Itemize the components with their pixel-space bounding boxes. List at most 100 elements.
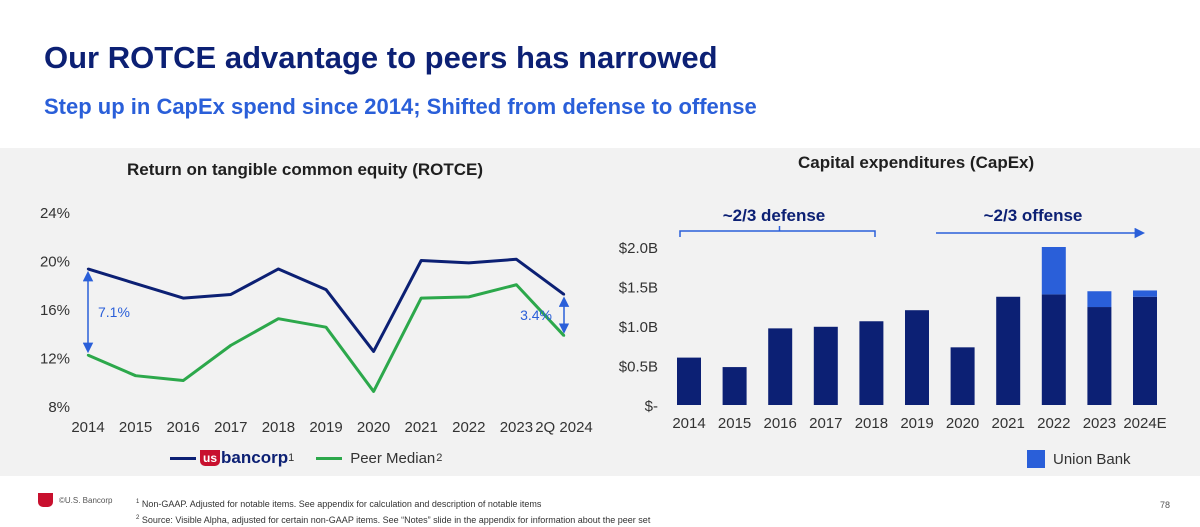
legend-union-bank-label: Union Bank (1053, 450, 1131, 468)
rotce-y-tick-label: 8% (48, 399, 70, 416)
rotce-data-point-usbancorp (420, 259, 423, 262)
rotce-data-point-peer-median (562, 334, 566, 337)
rotce-x-tick-label: 2017 (214, 419, 247, 436)
footnote-1: 1 Non-GAAP. Adjusted for notable items. … (136, 495, 650, 511)
rotce-legend: us bancorp 1 Peer Median 2 (170, 448, 442, 468)
footnote-2-text: Source: Visible Alpha, adjusted for cert… (141, 515, 651, 525)
capex-bar-usbancorp (768, 328, 793, 405)
capex-defense-bracket (679, 230, 876, 237)
rotce-data-point-peer-median (467, 295, 470, 299)
footnote-1-text: Non-GAAP. Adjusted for notable items. Se… (141, 499, 542, 509)
rotce-data-point-usbancorp (182, 296, 185, 300)
capex-bar-usbancorp (1041, 294, 1066, 405)
capex-y-tick-label: $2.0B (619, 240, 658, 257)
footnote-2-number: 2 (136, 515, 140, 521)
rotce-x-tick-label: 2020 (357, 419, 390, 436)
page-number: 78 (1159, 500, 1170, 510)
footer-brand: ©U.S. Bancorp (38, 493, 112, 507)
rotce-x-tick-label: 2021 (405, 419, 438, 436)
capex-bar-union-bank (1133, 290, 1157, 297)
capex-chart-title: Capital expenditures (CapEx) (798, 153, 1035, 172)
rotce-data-point-usbancorp (467, 261, 470, 265)
rotce-x-tick-label: 2014 (71, 419, 104, 436)
capex-bar-union-bank (1087, 291, 1112, 308)
capex-offense-label: ~2/3 offense (984, 206, 1083, 225)
rotce-data-point-usbancorp (134, 282, 137, 285)
rotce-data-point-usbancorp (229, 293, 232, 296)
rotce-data-point-usbancorp (562, 293, 566, 296)
rotce-x-tick-label: 2018 (262, 419, 295, 436)
capex-bar-usbancorp (677, 357, 701, 405)
rotce-x-tick-label: 2015 (119, 419, 152, 436)
rotce-chart-title: Return on tangible common equity (ROTCE) (127, 160, 484, 179)
rotce-series-line-usbancorp (87, 257, 565, 353)
footnote-2: 2 Source: Visible Alpha, adjusted for ce… (136, 511, 650, 527)
capex-bar-usbancorp (859, 321, 884, 405)
rotce-gap-label: 7.1% (98, 304, 130, 320)
usbancorp-logo-text: bancorp (221, 448, 289, 467)
capex-bar-usbancorp (1087, 307, 1112, 405)
rotce-y-tick-label: 20% (40, 254, 70, 271)
rotce-data-point-peer-median (372, 390, 375, 393)
capex-x-tick-label: 2015 (718, 415, 751, 432)
rotce-y-tick-label: 12% (40, 351, 70, 368)
capex-x-tick-label: 2022 (1037, 415, 1070, 432)
rotce-data-point-usbancorp (372, 350, 375, 353)
slide-title: Our ROTCE advantage to peers has narrowe… (44, 40, 718, 75)
rotce-x-tick-label: 2Q 2024 (535, 419, 593, 436)
copyright-text: ©U.S. Bancorp (59, 495, 113, 505)
capex-bar-usbancorp (905, 310, 929, 405)
legend-peer-median-swatch (316, 456, 343, 460)
capex-x-tick-label: 2016 (764, 415, 797, 432)
legend-union-bank-swatch (1027, 450, 1045, 468)
capex-bar-usbancorp (1133, 296, 1157, 405)
capex-y-tick-label: $- (645, 398, 658, 415)
capex-x-tick-label: 2023 (1083, 415, 1116, 432)
slide-subtitle: Step up in CapEx spend since 2014; Shift… (44, 94, 757, 119)
rotce-x-tick-label: 2022 (452, 419, 485, 436)
capex-x-tick-label: 2018 (855, 415, 888, 432)
rotce-data-point-usbancorp (515, 258, 518, 261)
capex-x-tick-label: 2019 (900, 415, 933, 432)
usbancorp-logo-shield: us (200, 450, 221, 466)
capex-x-tick-label: 2024E (1123, 415, 1166, 432)
capex-bar-usbancorp (996, 296, 1021, 405)
rotce-x-tick-label: 2023 (500, 419, 533, 436)
rotce-data-point-peer-median (229, 344, 232, 347)
rotce-data-point-usbancorp (277, 267, 280, 271)
capex-x-tick-label: 2014 (672, 415, 705, 432)
capex-defense-label: ~2/3 defense (723, 206, 826, 225)
rotce-series-line-peer-median (87, 283, 566, 393)
capex-x-tick-label: 2020 (946, 415, 979, 432)
capex-y-tick-label: $0.5B (619, 359, 658, 376)
legend-usbancorp-swatch (170, 456, 196, 460)
rotce-data-point-peer-median (515, 283, 518, 286)
rotce-data-point-usbancorp (86, 267, 90, 271)
rotce-data-point-peer-median (420, 296, 423, 300)
capex-bar-usbancorp (722, 367, 747, 405)
legend-usbancorp-footnote: 1 (288, 452, 295, 464)
rotce-data-point-peer-median (324, 325, 328, 329)
rotce-y-tick-label: 24% (40, 205, 70, 222)
legend-peer-median-footnote: 2 (436, 452, 443, 464)
rotce-x-tick-label: 2019 (309, 419, 342, 436)
capex-y-tick-label: $1.5B (619, 280, 658, 297)
rotce-data-point-usbancorp (324, 288, 328, 291)
usbank-shield-icon (38, 493, 53, 507)
rotce-y-tick-label: 16% (40, 302, 70, 319)
capex-bar-usbancorp (950, 347, 975, 405)
legend-peer-median-label: Peer Median (350, 449, 436, 467)
capex-y-tick-label: $1.0B (619, 319, 658, 336)
footnotes: 1 Non-GAAP. Adjusted for notable items. … (136, 495, 650, 527)
capex-bar-usbancorp (813, 326, 838, 405)
footnote-1-number: 1 (136, 499, 140, 505)
rotce-data-point-peer-median (86, 353, 90, 357)
rotce-data-point-peer-median (277, 317, 280, 320)
capex-x-tick-label: 2021 (992, 415, 1025, 432)
capex-x-tick-label: 2017 (809, 415, 842, 432)
rotce-data-point-peer-median (182, 379, 185, 382)
capex-legend: Union Bank (1027, 450, 1131, 468)
rotce-gap-label: 3.4% (520, 307, 552, 323)
capex-bar-union-bank (1041, 247, 1066, 295)
